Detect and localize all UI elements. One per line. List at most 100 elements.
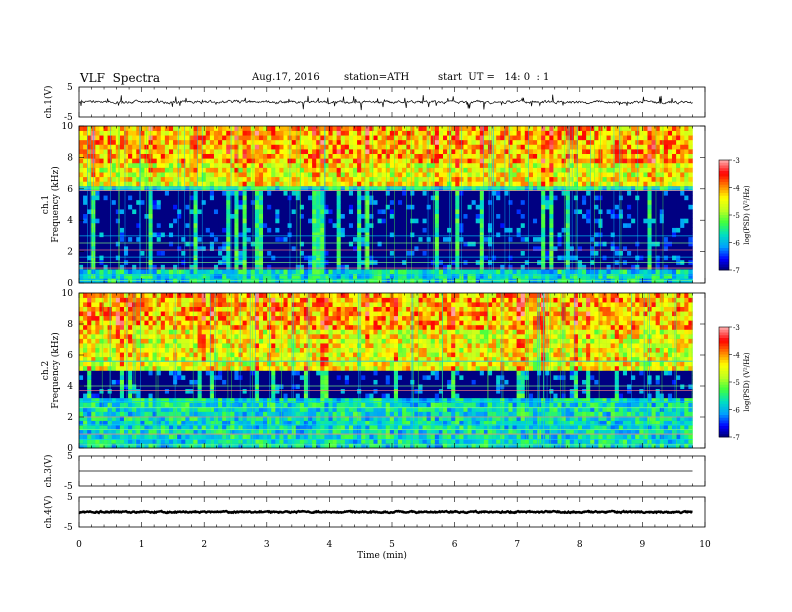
spectrogram-cell — [119, 199, 125, 205]
spectrogram-cell — [332, 227, 337, 233]
spectrogram-cell — [99, 144, 104, 150]
spectrogram-cell — [373, 139, 378, 145]
spectrogram-cell — [177, 139, 182, 145]
spectrogram-cell — [336, 139, 342, 145]
spectrogram-cell — [164, 246, 170, 251]
spectrogram-cell — [492, 190, 497, 196]
spectrogram-cell — [418, 172, 423, 178]
spectrogram-cell — [254, 199, 260, 205]
spectrogram-cell — [185, 255, 190, 261]
spectrogram-cell — [279, 167, 284, 173]
spectrogram-cell — [463, 218, 468, 224]
spectrogram-cell — [586, 218, 591, 224]
spectrogram-cell — [541, 176, 546, 182]
spectrogram-cell — [193, 273, 198, 279]
spectrogram-cell — [594, 213, 599, 219]
spectrogram-cell — [545, 181, 550, 187]
spectrogram-cell — [263, 144, 268, 150]
spectrogram-cell — [520, 264, 526, 270]
spectrogram-cell — [213, 232, 219, 238]
spectrogram-cell — [160, 158, 166, 164]
spectrogram-cell — [197, 144, 202, 150]
spectrogram-cell — [398, 218, 403, 224]
spectrogram-cell — [594, 204, 599, 210]
spectrogram-cell — [226, 149, 231, 155]
spectrogram-cell — [545, 195, 550, 201]
spectrogram-cell — [144, 209, 149, 215]
spectrogram-cell — [218, 153, 223, 159]
spectrogram-cell — [258, 232, 264, 238]
spectrogram-cell — [496, 204, 501, 210]
spectrogram-cell — [193, 204, 198, 210]
spectrogram-cell — [209, 162, 215, 168]
spectrogram-cell — [451, 273, 456, 279]
spectrogram-cell — [295, 172, 301, 178]
spectrogram-cell — [451, 149, 456, 155]
spectrogram-cell — [422, 186, 427, 191]
spectrogram-cell — [414, 153, 419, 159]
spectrogram-cell — [209, 135, 215, 141]
spectrogram-cell — [324, 139, 329, 145]
spectrogram-cell — [353, 186, 358, 191]
spectrogram-cell — [230, 172, 235, 178]
spectrogram-cell — [254, 246, 260, 251]
spectrogram-cell — [242, 149, 247, 155]
spectrogram-cell — [173, 126, 178, 131]
spectrogram-cell — [385, 144, 391, 150]
spectrogram-cell — [402, 158, 407, 164]
spectrogram-cell — [279, 273, 284, 279]
spectrogram-cell — [87, 273, 92, 279]
spectrogram-cell — [312, 255, 317, 261]
spectrogram-cell — [291, 264, 297, 270]
spectrogram-cell — [156, 126, 162, 131]
spectrogram-cell — [430, 222, 436, 228]
spectrogram-cell — [123, 181, 129, 187]
spectrogram-cell — [475, 144, 481, 150]
spectrogram-cell — [295, 176, 301, 182]
spectrogram-cell — [451, 264, 456, 270]
spectrogram-cell — [258, 264, 264, 270]
spectrogram-cell — [590, 149, 595, 155]
spectrogram-cell — [430, 158, 436, 164]
spectrogram-cell — [377, 162, 382, 168]
spectrogram-cell — [173, 172, 178, 178]
spectrogram-cell — [422, 209, 427, 215]
spectrogram-cell — [173, 130, 178, 136]
spectrogram-cell — [381, 255, 387, 261]
spectrogram-cell — [385, 176, 391, 182]
spectrogram-cell — [222, 241, 227, 247]
spectrogram-cell — [393, 218, 399, 224]
spectrogram-cell — [385, 186, 391, 191]
spectrogram-cell — [365, 241, 370, 247]
spectrogram-cell — [295, 153, 301, 159]
spectrogram-cell — [590, 195, 595, 201]
spectrogram-cell — [537, 273, 542, 279]
spectrogram-cell — [496, 167, 501, 173]
spectrogram-cell — [438, 218, 444, 224]
spectrogram-cell — [238, 264, 243, 270]
spectrogram-cell — [635, 232, 640, 238]
spectrogram-cell — [267, 232, 272, 238]
spectrogram-cell — [406, 135, 411, 141]
spectrogram-cell — [95, 181, 100, 187]
spectrogram-cell — [406, 130, 411, 136]
spectrogram-cell — [115, 232, 121, 238]
spectrogram-cell — [532, 186, 538, 191]
spectrogram-cell — [582, 209, 587, 215]
spectrogram-cell — [443, 236, 448, 242]
spectrogram-cell — [443, 144, 448, 150]
spectrogram-cell — [222, 264, 227, 270]
spectrogram-cell — [295, 209, 301, 215]
spectrogram-cell — [336, 255, 342, 261]
spectrogram-cell — [475, 190, 481, 196]
spectrogram-cell — [340, 176, 346, 182]
spectrogram-cell — [496, 264, 501, 270]
spectrogram-cell — [87, 149, 92, 155]
spectrogram-cell — [291, 135, 297, 141]
spectrogram-cell — [422, 130, 427, 136]
spectrogram-cell — [414, 130, 419, 136]
spectrogram-cell — [492, 181, 497, 187]
spectrogram-cell — [479, 250, 485, 256]
spectrogram-cell — [402, 139, 407, 145]
spectrogram-cell — [586, 126, 591, 131]
